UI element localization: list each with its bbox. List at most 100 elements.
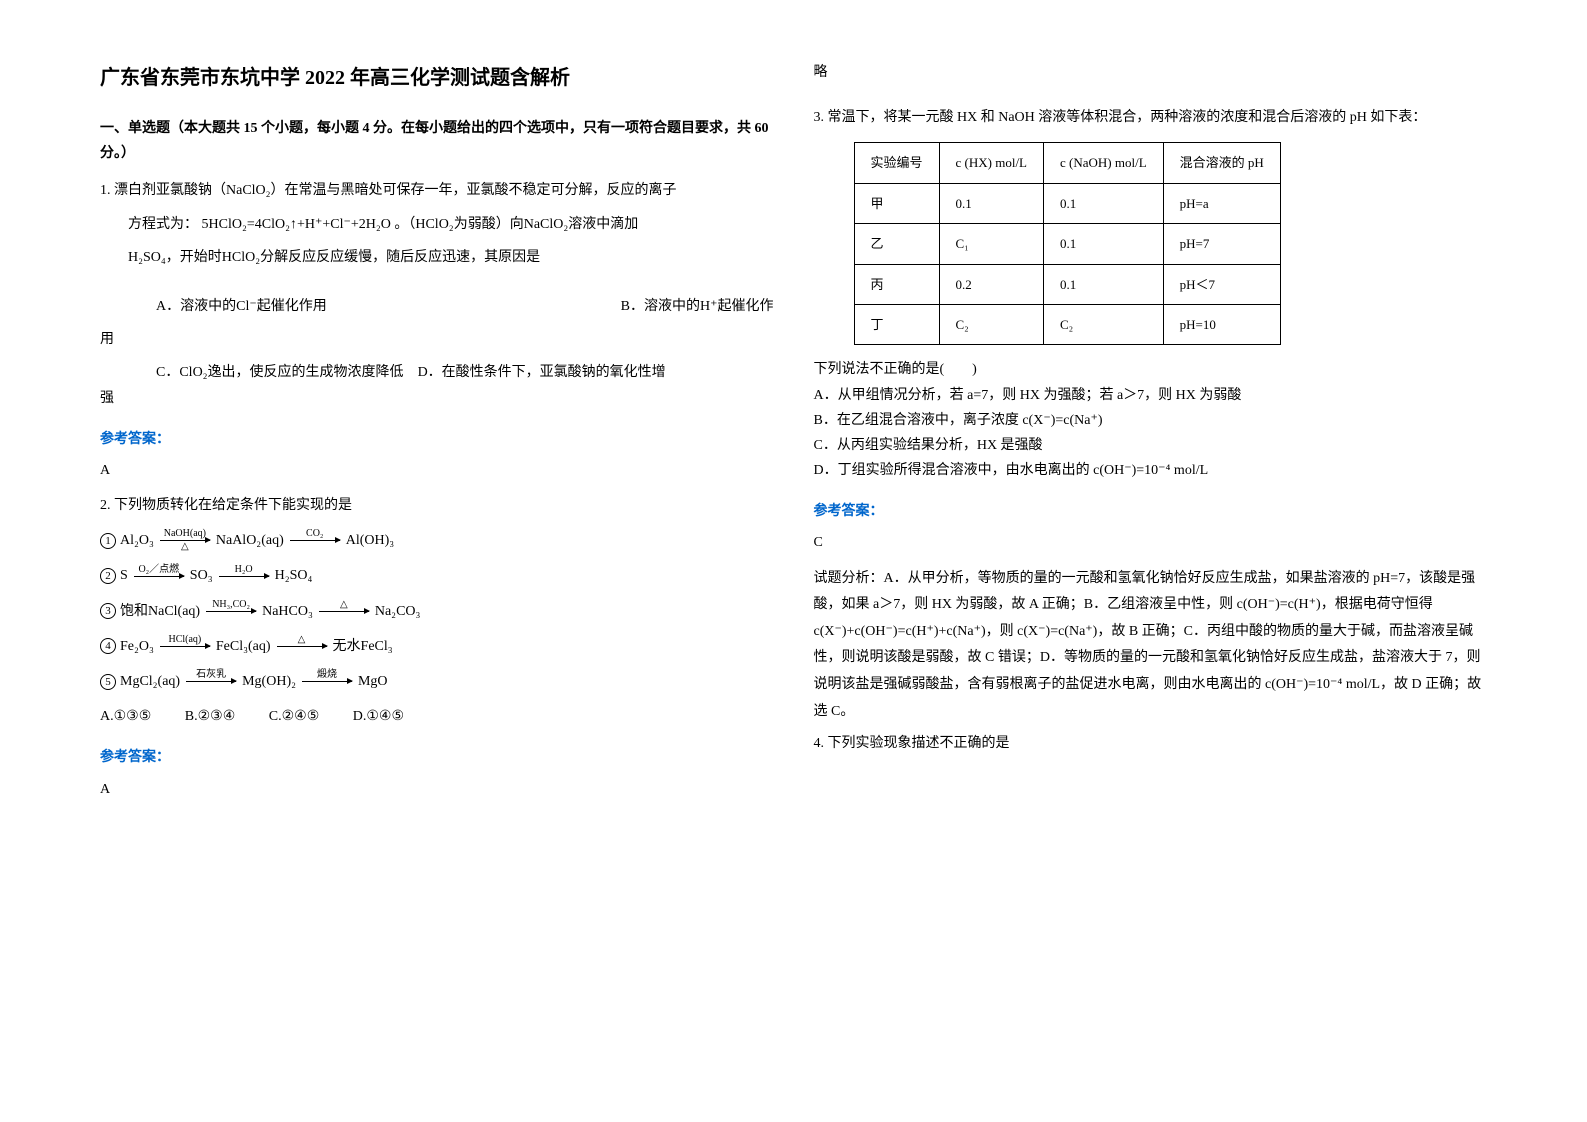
arrow-icon: CO₂ [290, 529, 340, 552]
end: 无水FeCl₃ [333, 634, 393, 659]
end: MgO [358, 669, 388, 694]
answer-label: 参考答案： [100, 745, 774, 770]
table-row: 甲0.10.1pH=a [854, 183, 1280, 223]
question-1: 1. 漂白剂亚氯酸钠（NaClO₂）在常温与黑暗处可保存一年，亚氯酸不稳定可分解… [100, 178, 774, 410]
circle-1: 1 [100, 533, 116, 549]
omitted-text: 略 [814, 60, 1488, 85]
text: 起催化作用 [257, 299, 327, 314]
mid: NaAlO₂(aq) [216, 528, 284, 553]
answer-label: 参考答案： [814, 499, 1488, 524]
section-header: 一、单选题（本大题共 15 个小题，每小题 4 分。在每小题给出的四个选项中，只… [100, 116, 774, 166]
reaction-4: 4 Fe₂O₃ HCl(aq) FeCl₃(aq) △ 无水FeCl₃ [100, 634, 774, 659]
arrow-icon: NH₃,CO₂ [206, 600, 256, 623]
table-row: 丙0.20.1pH＜7 [854, 264, 1280, 304]
arrow-icon: △ [277, 635, 327, 658]
q3-answer: C [814, 530, 1488, 555]
q4-stem: 4. 下列实验现象描述不正确的是 [814, 731, 1488, 756]
option-d-cont: 强 [100, 386, 774, 411]
left-column: 广东省东莞市东坑中学 2022 年高三化学测试题含解析 一、单选题（本大题共 1… [80, 60, 794, 1062]
mid: FeCl₃(aq) [216, 634, 271, 659]
formula: H⁺ [700, 299, 718, 314]
q1-answer: A [100, 458, 774, 483]
table-cell: C₂ [939, 304, 1043, 344]
text: 为弱酸）向 [454, 217, 524, 232]
table-cell: pH＜7 [1163, 264, 1280, 304]
equation: 5HClO₂=4ClO₂↑+H⁺+Cl⁻+2H₂O [202, 217, 391, 232]
text: 溶液中滴加 [568, 217, 638, 232]
answer-label: 参考答案： [100, 427, 774, 452]
option-a: A．溶液中的Cl⁻起催化作用 [156, 294, 327, 319]
table-cell: 0.1 [1044, 183, 1164, 223]
option-b: B．在乙组混合溶液中，离子浓度 c(X⁻)=c(Na⁺) [814, 408, 1488, 433]
reaction-1: 1 Al₂O₃ NaOH(aq)△ NaAlO₂(aq) CO₂ Al(OH)₃ [100, 528, 774, 553]
option-b-cont: 用 [100, 327, 774, 352]
table-cell: C₁ [939, 224, 1043, 264]
q3-analysis: 试题分析：A．从甲分析，等物质的量的一元酸和氢氧化钠恰好反应生成盐，如果盐溶液的… [814, 566, 1488, 726]
text: 方程式为： [128, 217, 198, 232]
q1-line3: H₂SO₄，开始时HClO₂分解反应反应缓慢，随后反应迅速，其原因是 [100, 245, 774, 270]
option-d: D.①④⑤ [353, 709, 404, 724]
start: S [120, 563, 128, 588]
table-cell: 0.1 [1044, 264, 1164, 304]
circle-5: 5 [100, 674, 116, 690]
start: Al₂O₃ [120, 528, 154, 553]
table-header-row: 实验编号 c (HX) mol/L c (NaOH) mol/L 混合溶液的 p… [854, 143, 1280, 183]
table-cell: 0.1 [939, 183, 1043, 223]
q3-table: 实验编号 c (HX) mol/L c (NaOH) mol/L 混合溶液的 p… [854, 142, 1281, 345]
circle-4: 4 [100, 638, 116, 654]
end: H₂SO₄ [275, 563, 313, 588]
formula: HClO₂ [415, 217, 453, 232]
mid: NaHCO₃ [262, 599, 313, 624]
col-header: 实验编号 [854, 143, 939, 183]
arrow-icon: △ [319, 600, 369, 623]
right-column: 略 3. 常温下，将某一元酸 HX 和 NaOH 溶液等体积混合，两种溶液的浓度… [794, 60, 1508, 1062]
start: 饱和NaCl(aq) [120, 599, 200, 624]
option-a: A．从甲组情况分析，若 a=7，则 HX 为强酸；若 a＞7，则 HX 为弱酸 [814, 383, 1488, 408]
page-title: 广东省东莞市东坑中学 2022 年高三化学测试题含解析 [100, 60, 774, 96]
text: A．溶液中的 [156, 299, 236, 314]
option-c: C．从丙组实验结果分析，HX 是强酸 [814, 433, 1488, 458]
col-header: c (HX) mol/L [939, 143, 1043, 183]
q2-answer: A [100, 777, 774, 802]
q2-options: A.①③⑤ B.②③④ C.②④⑤ D.①④⑤ [100, 704, 774, 729]
question-3: 3. 常温下，将某一元酸 HX 和 NaOH 溶液等体积混合，两种溶液的浓度和混… [814, 105, 1488, 483]
arrow-icon: 石灰乳 [186, 670, 236, 693]
text: 起催化作 [718, 299, 774, 314]
question-2: 2. 下列物质转化在给定条件下能实现的是 1 Al₂O₃ NaOH(aq)△ N… [100, 493, 774, 729]
table-cell: 0.1 [1044, 224, 1164, 264]
text: B．溶液中的 [621, 299, 700, 314]
mid: Mg(OH)₂ [242, 669, 296, 694]
end: Na₂CO₃ [375, 599, 421, 624]
option-d: D．在酸性条件下，亚氯酸钠的氧化性增 [418, 365, 666, 380]
table-cell: 乙 [854, 224, 939, 264]
reaction-2: 2 S O₂／点燃 SO₃ H₂O H₂SO₄ [100, 563, 774, 588]
q1-options-row1: A．溶液中的Cl⁻起催化作用 B．溶液中的H⁺起催化作 [100, 294, 774, 319]
table-row: 丁C₂C₂pH=10 [854, 304, 1280, 344]
text: C． [156, 365, 179, 380]
start: MgCl₂(aq) [120, 669, 180, 694]
mid: SO₃ [190, 563, 213, 588]
circle-2: 2 [100, 568, 116, 584]
col-header: c (NaOH) mol/L [1044, 143, 1164, 183]
q1-line1: 1. 漂白剂亚氯酸钠（NaClO₂）在常温与黑暗处可保存一年，亚氯酸不稳定可分解… [100, 178, 774, 203]
table-cell: 0.2 [939, 264, 1043, 304]
option-c: C.②④⑤ [269, 709, 320, 724]
table-cell: C₂ [1044, 304, 1164, 344]
formula: ClO₂ [179, 365, 207, 380]
formula: HClO₂ [222, 250, 260, 265]
table-cell: pH=10 [1163, 304, 1280, 344]
formula: NaClO₂ [226, 183, 271, 198]
table-cell: 甲 [854, 183, 939, 223]
formula: Cl⁻ [236, 299, 257, 314]
table-cell: pH=7 [1163, 224, 1280, 264]
end: Al(OH)₃ [346, 528, 394, 553]
arrow-icon: 煅烧 [302, 670, 352, 693]
q2-stem: 2. 下列物质转化在给定条件下能实现的是 [100, 493, 774, 518]
col-header: 混合溶液的 pH [1163, 143, 1280, 183]
table-cell: 丁 [854, 304, 939, 344]
table-cell: pH=a [1163, 183, 1280, 223]
reaction-3: 3 饱和NaCl(aq) NH₃,CO₂ NaHCO₃ △ Na₂CO₃ [100, 599, 774, 624]
option-c: C．ClO₂逸出，使反应的生成物浓度降低 [156, 365, 407, 380]
arrow-icon: NaOH(aq)△ [160, 529, 210, 552]
table-row: 乙C₁0.1pH=7 [854, 224, 1280, 264]
